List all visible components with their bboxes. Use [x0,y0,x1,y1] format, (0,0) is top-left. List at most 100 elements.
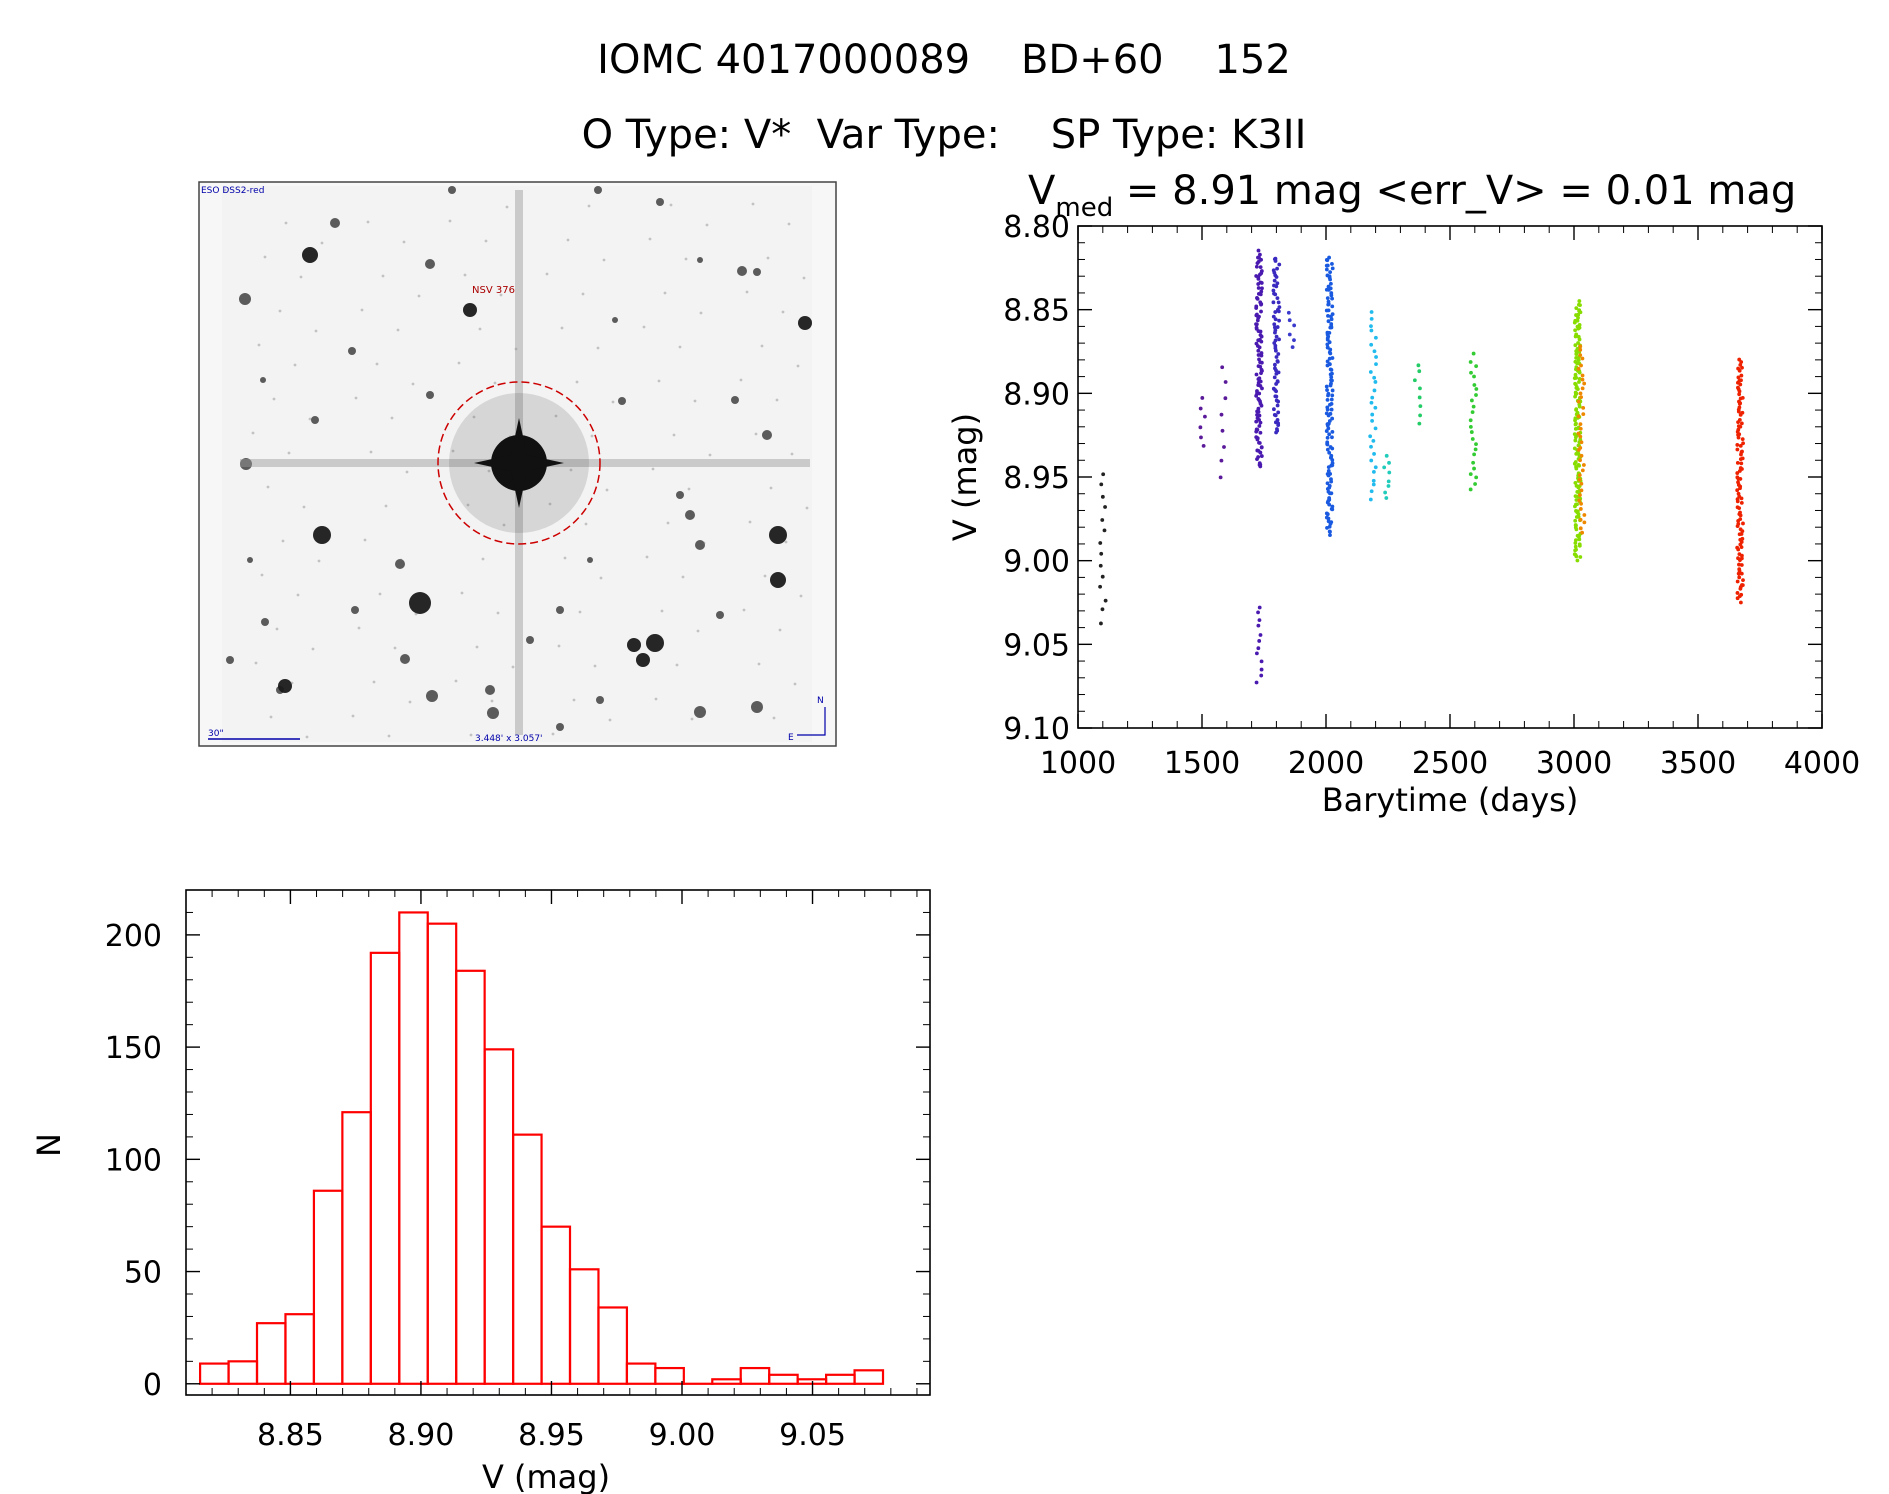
field-star [526,636,534,644]
lc-point [1257,424,1262,428]
hist-bar [312,1189,344,1385]
field-speckle [360,308,364,312]
field-star [556,606,564,614]
lc-points [1098,248,1745,685]
lc-point [1100,518,1105,522]
lc-xtick-label: 3000 [1536,746,1612,781]
field-speckle [757,662,761,666]
lc-point [1327,502,1332,507]
field-speckle [296,593,300,597]
lc-point [1257,441,1262,445]
field-speckle [363,538,367,542]
lc-point [1574,407,1578,412]
lc-point [1740,365,1744,370]
field-speckle [745,290,749,294]
lc-point [1254,651,1259,656]
lc-point [1258,364,1263,369]
lc-point [1575,533,1580,538]
lc-point [1412,378,1417,383]
lc-point [1273,413,1278,418]
lc-point [1735,443,1740,447]
lc-point [1273,259,1278,263]
histogram-chart: 8.85 8.90 8.95 9.00 9.05 0 50 100 150 200 V (mag)… [30,889,931,1494]
field-speckle [402,240,406,244]
field-speckle [223,188,227,192]
lc-point [1328,281,1333,286]
field-speckle [308,417,312,421]
field-star [240,458,252,470]
field-speckle [578,610,582,614]
field-speckle [781,310,785,314]
lc-point [1329,407,1334,412]
lc-point [1259,302,1263,307]
field-speckle [593,664,597,668]
field-speckle [390,416,394,420]
star-field [223,186,812,739]
field-speckle [287,451,291,455]
lc-point [1577,537,1582,542]
lc-point [1735,524,1740,529]
lc-point [1736,547,1741,552]
field-speckle [514,347,518,351]
field-speckle [396,328,400,332]
field-speckle [311,647,315,651]
field-speckle [754,432,758,436]
field-star [276,686,284,694]
lc-point [1292,323,1297,328]
lc-point [1274,275,1279,279]
field-speckle [708,453,712,457]
lc-point [1254,393,1259,398]
hist-bar [739,1366,771,1385]
field-speckle [569,468,573,472]
lc-point [1330,304,1335,309]
lc-point [1272,278,1277,283]
lc-point [1472,383,1477,387]
lc-point [1328,402,1332,407]
field-speckle [351,714,355,718]
field-speckle [763,574,767,578]
lc-point [1573,328,1577,333]
field-star [348,347,356,355]
field-speckle [490,699,494,703]
lc-point [1330,446,1335,451]
field-speckle [584,522,588,526]
lc-point [1574,306,1579,311]
lc-point [1572,376,1577,381]
lc-point [1577,380,1581,384]
lc-ytick-label: 9.10 [1003,712,1070,747]
lc-point [1272,322,1277,327]
lc-point [1219,412,1224,417]
field-star [697,257,703,263]
field-star [798,316,812,330]
lc-point [1578,526,1583,531]
lc-point [1371,438,1376,443]
lc-point [1368,497,1373,502]
field-star [425,259,435,269]
field-speckle [408,700,412,704]
lc-point [1328,533,1332,538]
field-star [737,266,747,276]
lc-point [1258,252,1262,257]
field-speckle [775,398,779,402]
lc-point [1258,633,1263,637]
title-line-2: O Type: V* Var Type: SP Type: K3II [582,112,1307,158]
field-speckle [417,294,421,298]
field-speckle [369,450,373,454]
lc-point [1474,442,1478,446]
field-speckle [587,204,591,208]
lc-point [1469,398,1474,403]
field-speckle [596,346,600,350]
lc-point [1372,388,1377,393]
lc-point [1468,360,1473,364]
lc-point [1474,387,1479,391]
field-speckle [378,592,382,596]
lc-point [1254,322,1258,327]
field-speckle [687,487,691,491]
lc-point [1276,352,1281,356]
field-speckle [602,258,606,262]
lc-point [1370,419,1375,423]
lc-point [1292,338,1296,343]
lc-point [1277,262,1282,267]
field-speckle [387,734,391,738]
